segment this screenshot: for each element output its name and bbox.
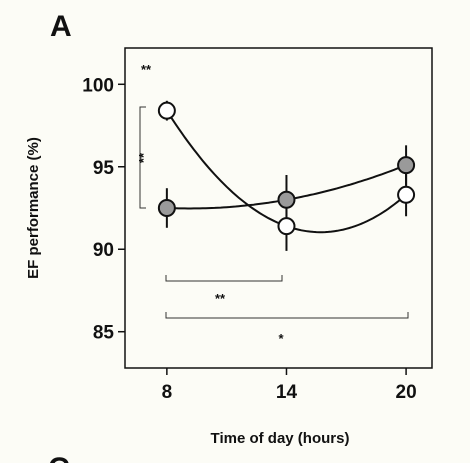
point <box>157 101 176 120</box>
point <box>397 156 416 175</box>
point <box>277 190 296 209</box>
point <box>397 185 416 204</box>
point <box>157 199 176 217</box>
point <box>277 217 296 236</box>
annotation: ** <box>215 291 226 306</box>
x-tick-label: 20 <box>396 382 417 403</box>
y-tick-label: 95 <box>93 158 115 179</box>
bracket <box>139 106 146 209</box>
x-axis-label: Time of day (hours) <box>211 430 350 447</box>
next-panel-label: C <box>48 452 70 463</box>
plot-frame <box>124 47 433 369</box>
x-tick-label: 8 <box>162 382 173 403</box>
annotation: ** <box>141 62 152 77</box>
panel-label: A <box>50 10 72 43</box>
annotation: ** <box>136 152 151 163</box>
bracket <box>165 275 283 282</box>
y-tick-label: 100 <box>82 75 114 96</box>
bracket <box>165 312 409 319</box>
y-axis-label: EF performance (%) <box>25 137 42 279</box>
annotation: * <box>278 331 284 346</box>
y-tick-label: 90 <box>93 240 114 261</box>
x-tick-label: 14 <box>276 382 298 403</box>
y-tick-label: 85 <box>93 323 115 344</box>
